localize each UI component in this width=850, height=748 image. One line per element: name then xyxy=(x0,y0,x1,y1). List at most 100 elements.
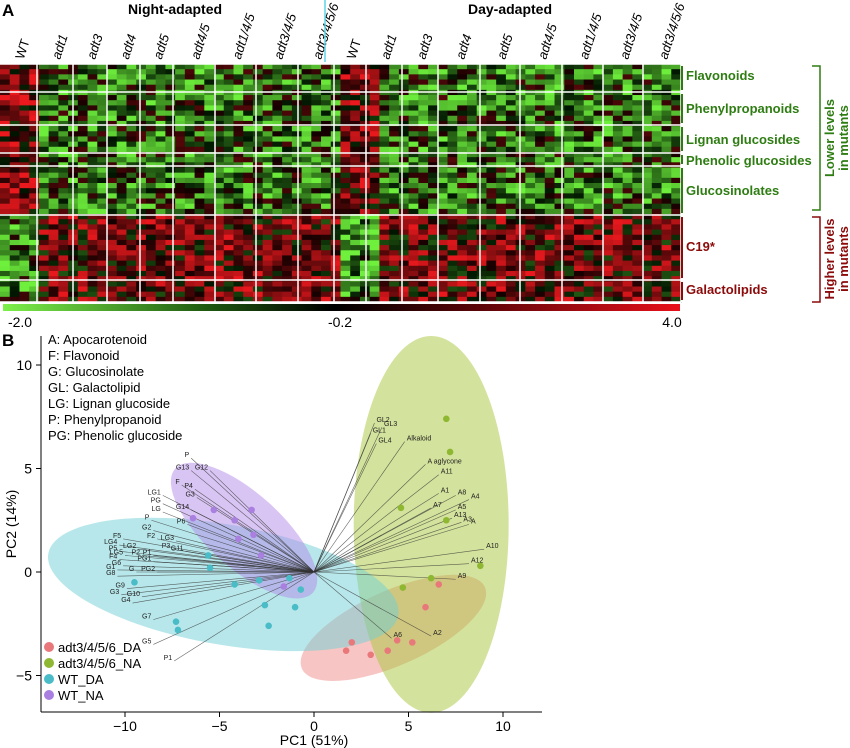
heatmap-cell xyxy=(466,126,478,132)
loading-vector xyxy=(313,493,439,573)
heatmap-cell xyxy=(116,265,127,272)
loading-label: G1 xyxy=(106,564,115,571)
heatmap-cell xyxy=(398,214,409,220)
heatmap-cell xyxy=(379,286,390,293)
heatmap-cell xyxy=(330,126,341,132)
heatmap-cell xyxy=(554,172,565,179)
heatmap-cell xyxy=(29,276,40,282)
heatmap-cell xyxy=(671,131,682,137)
heatmap-cell xyxy=(379,146,390,153)
heatmap-cell xyxy=(77,214,88,220)
heatmap-cell xyxy=(622,208,633,215)
heatmap-cell xyxy=(447,239,458,246)
heatmap-cell xyxy=(486,120,497,127)
heatmap-cell xyxy=(457,229,468,236)
heatmap-cell xyxy=(136,286,147,293)
heatmap-cell xyxy=(535,208,546,215)
heatmap-cell xyxy=(496,100,507,106)
x-tick-label: −10 xyxy=(113,718,137,734)
heatmap-cell xyxy=(466,177,478,184)
heatmap-cell xyxy=(204,229,215,236)
heatmap-cell xyxy=(447,157,458,163)
heatmap-cell xyxy=(573,245,585,251)
heatmap-cell xyxy=(505,291,517,298)
heatmap-cell xyxy=(145,105,157,111)
heatmap-cell xyxy=(214,188,225,194)
heatmap-cell xyxy=(622,100,633,106)
heatmap-cell xyxy=(476,224,487,230)
heatmap-cell xyxy=(97,74,108,80)
heatmap-cell xyxy=(184,245,195,251)
heatmap-cell xyxy=(282,172,293,179)
heatmap-cell xyxy=(418,203,429,210)
heatmap-cell xyxy=(379,110,390,117)
heatmap-cell xyxy=(38,74,50,80)
heatmap-cell xyxy=(214,105,225,111)
heatmap-cell xyxy=(194,291,205,298)
heatmap-cell xyxy=(457,100,468,106)
heatmap-cell xyxy=(252,157,264,163)
heatmap-cell xyxy=(126,234,137,241)
heatmap-cell xyxy=(165,188,176,194)
heatmap-cell xyxy=(223,188,234,194)
heatmap-cell xyxy=(535,120,546,127)
heatmap-cell xyxy=(243,188,254,194)
heatmap-cell xyxy=(77,270,88,277)
heatmap-cell xyxy=(301,167,312,174)
heatmap-cell xyxy=(9,110,20,117)
heatmap-cell xyxy=(622,188,633,194)
heatmap-cell xyxy=(19,79,30,86)
loading-label: F2 xyxy=(147,533,155,540)
heatmap-cell xyxy=(661,255,672,261)
heatmap-cell xyxy=(612,64,624,70)
heatmap-cell xyxy=(447,219,458,225)
heatmap-cell xyxy=(77,296,88,303)
heatmap-cell xyxy=(252,167,264,174)
heatmap-cell xyxy=(496,74,507,80)
heatmap-cell xyxy=(612,74,624,80)
heatmap-cell xyxy=(243,286,254,293)
heatmap-cell xyxy=(603,151,614,158)
heatmap-cell xyxy=(136,208,147,215)
heatmap-cell xyxy=(642,177,653,184)
heatmap-cell xyxy=(214,239,225,246)
heatmap-cell xyxy=(651,131,662,137)
loading-label: F xyxy=(175,479,179,486)
heatmap-cell xyxy=(233,229,244,236)
heatmap-cell xyxy=(252,100,264,106)
heatmap-cell xyxy=(29,260,40,267)
heatmap-cell xyxy=(622,105,633,111)
heatmap-cell xyxy=(505,177,517,184)
heatmap-cell xyxy=(136,74,147,80)
heatmap-cell xyxy=(632,167,643,174)
heatmap-cell xyxy=(369,198,380,205)
heatmap-cell xyxy=(48,193,59,199)
heatmap-cell xyxy=(0,291,11,298)
loading-vector xyxy=(132,571,315,604)
heatmap-cell xyxy=(321,110,332,117)
loading-vector xyxy=(173,571,315,662)
heatmap-cell xyxy=(505,239,517,246)
heatmap-cell xyxy=(612,229,624,236)
heatmap-cell xyxy=(632,64,643,70)
heatmap-cell xyxy=(145,157,157,163)
heatmap-cell xyxy=(155,260,166,267)
heatmap-cell xyxy=(126,151,137,158)
heatmap-cell xyxy=(87,281,98,287)
heatmap-cell xyxy=(389,100,400,106)
heatmap-cell xyxy=(233,100,244,106)
x-axis-title: PC1 (51%) xyxy=(280,732,348,748)
heatmap-cell xyxy=(282,239,293,246)
heatmap-cell xyxy=(418,157,429,163)
heatmap-cell xyxy=(671,198,682,205)
heatmap-cell xyxy=(535,64,546,70)
heatmap-cell xyxy=(116,177,127,184)
point-1 xyxy=(399,584,407,591)
abbreviation-0: A: Apocarotenoid xyxy=(48,332,147,347)
heatmap-cell xyxy=(262,141,273,148)
heatmap-cell xyxy=(126,110,137,117)
point-2 xyxy=(131,579,138,586)
heatmap-cell xyxy=(204,234,215,241)
point-3 xyxy=(250,531,257,539)
heatmap-cell xyxy=(593,105,604,111)
